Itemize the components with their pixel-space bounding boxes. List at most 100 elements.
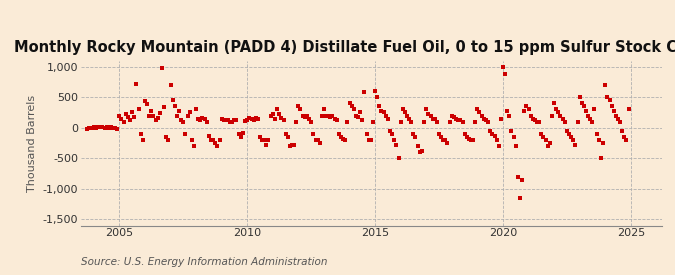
Point [542, 144, 553, 148]
Point [372, 95, 383, 99]
Point [184, 110, 195, 115]
Point [378, 110, 389, 115]
Point [604, 98, 615, 102]
Point [340, 138, 350, 142]
Point [418, 119, 429, 124]
Point [248, 118, 259, 122]
Point [182, 113, 193, 118]
Point [500, 72, 510, 76]
Point [127, 110, 138, 115]
Point [210, 141, 221, 145]
Point [312, 138, 323, 142]
Point [606, 104, 617, 109]
Point [531, 119, 542, 124]
Point [624, 107, 634, 112]
Point [238, 130, 248, 135]
Point [493, 144, 504, 148]
Point [125, 118, 136, 122]
Point [190, 107, 201, 112]
Point [221, 118, 232, 122]
Point [381, 113, 392, 118]
Point [122, 115, 133, 120]
Point [212, 144, 223, 148]
Point [365, 138, 376, 142]
Point [242, 118, 252, 122]
Point [153, 116, 163, 120]
Point [131, 82, 142, 87]
Point [244, 116, 254, 120]
Point [538, 135, 549, 139]
Point [421, 107, 431, 112]
Point [218, 118, 229, 123]
Point [470, 119, 481, 124]
Point [90, 126, 101, 131]
Point [297, 113, 308, 118]
Point [453, 118, 464, 122]
Point [587, 119, 598, 124]
Point [560, 119, 570, 124]
Point [497, 64, 508, 69]
Point [148, 113, 159, 118]
Point [416, 149, 427, 153]
Point [317, 113, 327, 118]
Point [487, 132, 497, 136]
Point [165, 83, 176, 87]
Point [84, 126, 95, 131]
Point [585, 116, 596, 121]
Point [525, 113, 536, 118]
Point [363, 138, 374, 142]
Point [259, 138, 270, 142]
Point [350, 113, 361, 118]
Point [120, 112, 131, 117]
Point [234, 132, 244, 136]
Point [163, 138, 174, 142]
Point [435, 135, 446, 139]
Point [246, 117, 257, 121]
Point [291, 119, 302, 124]
Point [368, 119, 379, 124]
Point [595, 156, 606, 161]
Point [404, 117, 414, 121]
Point [86, 126, 97, 130]
Point [391, 143, 402, 147]
Point [408, 132, 419, 136]
Point [348, 107, 359, 112]
Point [197, 116, 208, 120]
Point [529, 118, 540, 123]
Point [295, 107, 306, 112]
Point [600, 83, 611, 87]
Point [489, 133, 500, 138]
Point [591, 132, 602, 136]
Point [240, 119, 250, 123]
Point [236, 135, 246, 139]
Point [429, 117, 440, 121]
Point [144, 113, 155, 118]
Point [451, 116, 462, 121]
Point [267, 112, 278, 117]
Point [135, 132, 146, 136]
Point [140, 99, 151, 103]
Point [504, 113, 515, 118]
Point [459, 132, 470, 136]
Point [611, 113, 622, 118]
Point [410, 135, 421, 139]
Point [576, 101, 587, 106]
Point [444, 119, 455, 124]
Point [615, 119, 626, 124]
Point [269, 116, 280, 121]
Title: Monthly Rocky Mountain (PADD 4) Distillate Fuel Oil, 0 to 15 ppm Sulfur Stock Ch: Monthly Rocky Mountain (PADD 4) Distilla… [14, 40, 675, 55]
Point [188, 144, 199, 148]
Point [342, 119, 353, 124]
Point [477, 113, 487, 118]
Point [223, 118, 234, 123]
Point [376, 108, 387, 113]
Point [171, 113, 182, 118]
Point [323, 113, 333, 118]
Point [491, 138, 502, 142]
Point [523, 107, 534, 112]
Point [287, 143, 298, 147]
Point [88, 125, 99, 130]
Point [151, 118, 161, 122]
Point [389, 138, 400, 142]
Point [370, 89, 381, 93]
